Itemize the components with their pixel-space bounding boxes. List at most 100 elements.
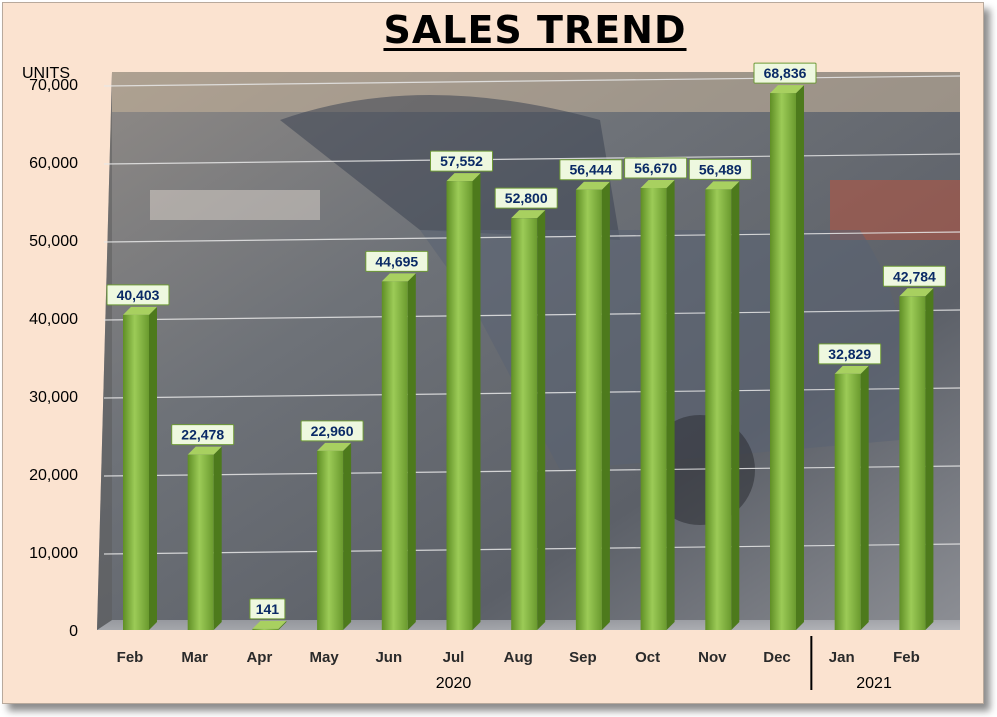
data-label: 56,489	[699, 161, 742, 177]
y-tick-label: 40,000	[29, 311, 78, 328]
bar-top	[834, 365, 869, 374]
bar-side	[666, 179, 675, 630]
y-axis-label: UNITS	[22, 65, 70, 82]
bar-front	[705, 189, 732, 630]
year-group-labels: 2020 2021	[436, 636, 892, 692]
bar	[381, 273, 416, 630]
x-tick-label: Feb	[893, 649, 920, 666]
x-tick-label: Dec	[763, 649, 791, 666]
x-tick-label: Jan	[829, 649, 855, 666]
data-label-box	[494, 187, 558, 209]
data-label-box	[300, 420, 364, 442]
bar-front	[381, 281, 408, 630]
data-label: 68,836	[764, 65, 807, 81]
bar	[899, 288, 934, 630]
bar-front	[252, 628, 279, 630]
bar-top	[575, 181, 610, 190]
data-label: 40,403	[117, 287, 160, 303]
bar	[770, 85, 804, 630]
data-label-box	[624, 157, 688, 179]
bar-top	[640, 179, 675, 188]
bar	[705, 181, 740, 630]
bar-side	[731, 181, 740, 630]
x-tick-label: Aug	[504, 649, 533, 666]
data-label-box	[882, 265, 946, 287]
bar-side	[860, 365, 869, 630]
bar-front	[187, 454, 214, 630]
data-label-box	[365, 250, 429, 272]
data-label-box	[688, 158, 752, 180]
bar-top	[252, 620, 287, 629]
bar-side	[343, 442, 352, 630]
x-tick-label: Jul	[443, 649, 465, 666]
data-label-box	[430, 150, 493, 172]
bar-front	[899, 296, 926, 630]
x-tick-label: Nov	[698, 649, 727, 666]
bar-front	[446, 181, 473, 630]
chart-title: SALES TREND	[383, 8, 687, 52]
bar	[834, 365, 869, 630]
x-axis-tick-labels: Feb Mar Apr May Jun Jul Aug Sep Oct Nov Dec Jan Feb	[117, 649, 920, 666]
bar-top	[123, 306, 157, 315]
bar-side	[796, 85, 804, 630]
y-tick-label: 60,000	[29, 155, 78, 172]
data-label-box	[753, 62, 817, 84]
data-label: 141	[256, 601, 280, 617]
data-label: 56,444	[569, 162, 612, 178]
bar-top	[770, 85, 804, 94]
x-tick-label: Feb	[117, 649, 144, 666]
bar-side	[472, 173, 481, 630]
data-label: 22,478	[181, 427, 224, 443]
year-label: 2021	[856, 675, 892, 692]
gridline	[103, 75, 961, 87]
bar-side	[213, 446, 222, 630]
x-tick-label: Oct	[635, 649, 660, 666]
bar-side	[278, 620, 287, 630]
bar-front	[317, 450, 344, 630]
bar-top	[899, 288, 934, 297]
y-axis-tick-labels: 0 10,000 20,000 30,000 40,000 50,000 60,000 70,…	[29, 77, 78, 640]
data-label-box	[818, 343, 882, 365]
gridline	[103, 153, 961, 165]
bar-top	[705, 181, 740, 190]
data-label-box	[171, 424, 235, 446]
data-label: 52,800	[505, 190, 548, 206]
y-tick-label: 50,000	[29, 233, 78, 250]
x-tick-label: Mar	[181, 649, 208, 666]
bar-top	[446, 173, 481, 182]
x-tick-label: Apr	[246, 649, 272, 666]
bar	[252, 620, 287, 630]
bar	[446, 173, 481, 630]
bar-front	[123, 314, 149, 630]
data-label: 56,670	[634, 160, 677, 176]
data-label: 42,784	[893, 268, 936, 284]
bar-front	[575, 189, 602, 630]
x-tick-label: Sep	[569, 649, 597, 666]
plot-side-wall	[97, 72, 112, 630]
bars: 40,403 22,478 141 22,960 44,695 57,552 52,800 5…	[106, 62, 946, 630]
y-tick-label: 70,000	[29, 77, 78, 94]
y-tick-label: 20,000	[29, 467, 78, 484]
bar	[317, 442, 352, 630]
data-label: 57,552	[440, 153, 483, 169]
bar-top	[187, 446, 222, 455]
bar-front	[770, 93, 796, 630]
bar-side	[601, 181, 610, 630]
data-label: 44,695	[375, 253, 418, 269]
year-label: 2020	[436, 675, 472, 692]
bar	[187, 446, 222, 630]
x-tick-label: May	[310, 649, 340, 666]
y-tick-label: 0	[69, 623, 78, 640]
y-tick-label: 10,000	[29, 545, 78, 562]
bar-top	[511, 210, 546, 219]
bar-top	[381, 273, 416, 282]
data-label-box	[249, 598, 286, 620]
bar	[123, 306, 157, 630]
bar-front	[834, 373, 861, 630]
data-label: 32,829	[828, 346, 871, 362]
bar-side	[407, 273, 416, 630]
data-label-box	[559, 159, 623, 181]
bar	[511, 210, 546, 630]
bar-front	[511, 218, 538, 630]
